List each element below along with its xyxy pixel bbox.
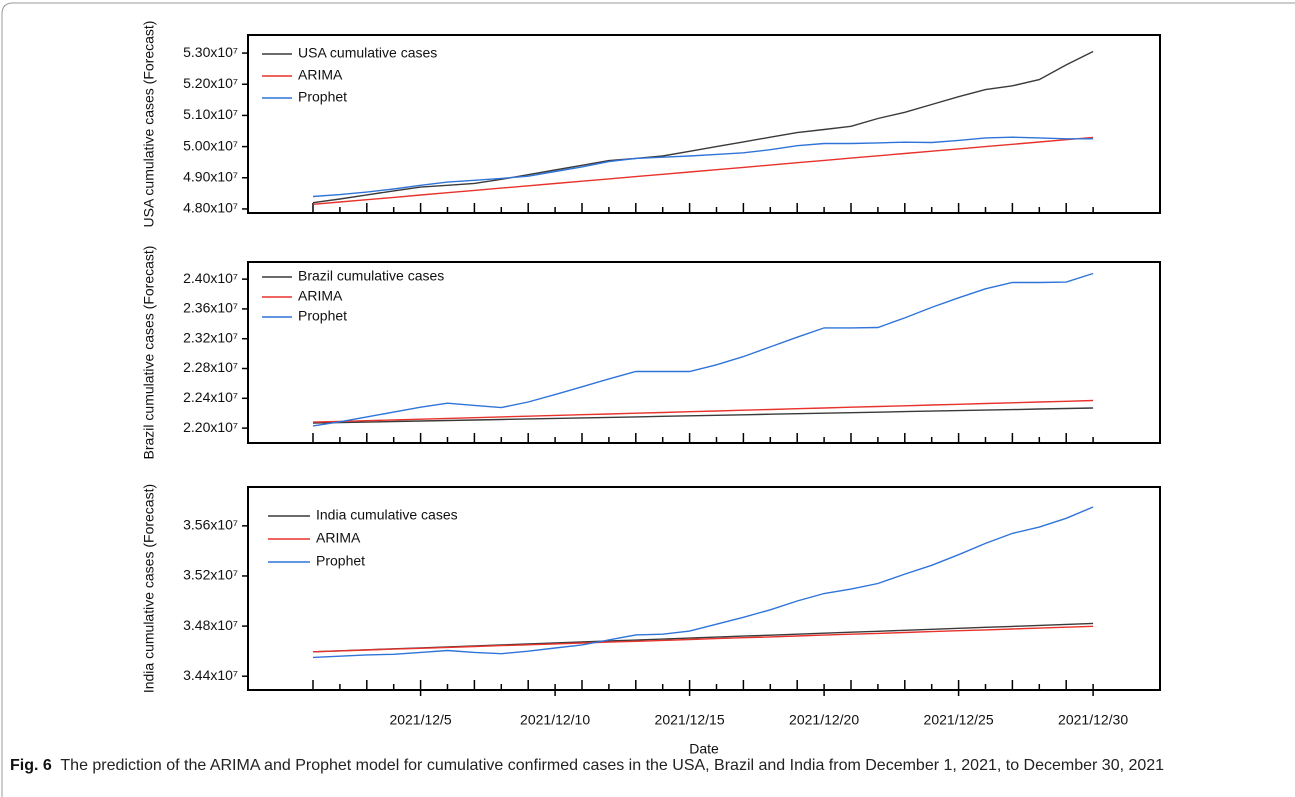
x-tick-label: 2021/12/10	[520, 712, 590, 728]
series-line	[312, 399, 1094, 423]
x-axis-label: Date	[689, 741, 719, 757]
y-tick-label: 3.56x10⁷	[183, 517, 238, 533]
series-line	[312, 50, 1094, 204]
y-tick-label: 2.24x10⁷	[183, 389, 238, 405]
y-tick-label: 3.48x10⁷	[183, 617, 238, 633]
series-line	[312, 506, 1094, 659]
y-tick-label: 4.90x10⁷	[183, 168, 238, 184]
y-tick-label: 5.00x10⁷	[183, 137, 238, 153]
y-axis-label: India cumulative cases (Forecast)	[141, 484, 157, 693]
x-tick-label: 2021/12/30	[1058, 712, 1128, 728]
y-tick-label: 2.28x10⁷	[183, 359, 238, 375]
plot-frame	[247, 261, 1161, 444]
y-tick-label: 4.80x10⁷	[183, 200, 238, 216]
caption: Fig. 6 The prediction of the ARIMA and P…	[10, 756, 1265, 775]
plot-frame	[247, 34, 1161, 214]
y-tick-label: 5.30x10⁷	[183, 44, 238, 60]
y-axis-label: Brazil cumulative cases (Forecast)	[141, 246, 157, 460]
series-line	[312, 625, 1094, 653]
y-tick-label: 2.20x10⁷	[183, 419, 238, 435]
caption-label: Fig. 6	[10, 757, 52, 774]
legend-label: Prophet	[298, 89, 347, 105]
y-tick-label: 5.10x10⁷	[183, 106, 238, 122]
x-tick-label: 2021/12/25	[924, 712, 994, 728]
legend-label: ARIMA	[298, 288, 343, 304]
y-tick-label: 3.44x10⁷	[183, 667, 238, 683]
legend-label: ARIMA	[298, 67, 343, 83]
y-tick-label: 2.32x10⁷	[183, 329, 238, 345]
legend-label: India cumulative cases	[316, 507, 458, 523]
x-tick-label: 2021/12/5	[389, 712, 451, 728]
y-tick-label: 2.36x10⁷	[183, 300, 238, 316]
series-line	[312, 136, 1094, 205]
x-tick-label: 2021/12/20	[789, 712, 859, 728]
x-tick-label: 2021/12/15	[655, 712, 725, 728]
legend-label: Prophet	[298, 308, 347, 324]
series-line	[312, 136, 1094, 198]
legend-label: Prophet	[316, 553, 365, 569]
y-tick-label: 3.52x10⁷	[183, 567, 238, 583]
caption-text: The prediction of the ARIMA and Prophet …	[60, 757, 1165, 774]
plot-frame	[247, 486, 1161, 691]
series-line	[312, 407, 1094, 424]
legend-label: USA cumulative cases	[298, 45, 437, 61]
y-tick-label: 5.20x10⁷	[183, 75, 238, 91]
y-axis-label: USA cumulative cases (Forecast)	[141, 21, 157, 228]
legend-label: Brazil cumulative cases	[298, 268, 444, 284]
series-line	[312, 272, 1094, 427]
legend-label: ARIMA	[316, 530, 361, 546]
y-tick-label: 2.40x10⁷	[183, 270, 238, 286]
